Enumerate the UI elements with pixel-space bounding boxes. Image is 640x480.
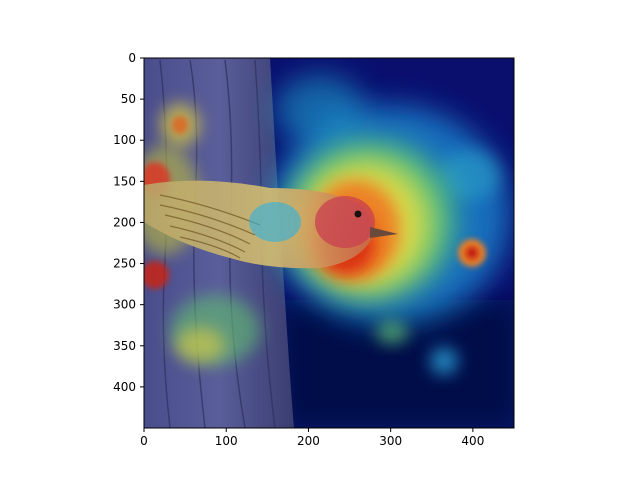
wing-feathers bbox=[159, 194, 261, 259]
y-axis-ticks: 0 50 100 150 200 250 300 350 400 bbox=[113, 51, 144, 394]
x-axis-ticks: 0 100 200 300 400 bbox=[140, 428, 484, 448]
image-panel bbox=[144, 58, 514, 428]
x-tick-label: 400 bbox=[461, 434, 484, 448]
y-tick-label: 400 bbox=[113, 380, 136, 394]
axes-frame bbox=[143, 57, 515, 429]
y-tick-label: 350 bbox=[113, 339, 136, 353]
y-tick-label: 250 bbox=[113, 257, 136, 271]
bird-head bbox=[315, 196, 375, 248]
y-tick-label: 200 bbox=[113, 215, 136, 229]
bird-wing-highlight bbox=[249, 202, 301, 242]
y-tick-label: 50 bbox=[121, 92, 136, 106]
x-tick-label: 200 bbox=[297, 434, 320, 448]
y-tick-label: 150 bbox=[113, 174, 136, 188]
bird bbox=[144, 180, 398, 269]
x-tick-label: 300 bbox=[379, 434, 402, 448]
x-tick-label: 100 bbox=[215, 434, 238, 448]
y-tick-label: 300 bbox=[113, 298, 136, 312]
y-tick-label: 0 bbox=[128, 51, 136, 65]
x-tick-label: 0 bbox=[140, 434, 148, 448]
bird-beak bbox=[370, 227, 398, 238]
bird-eye bbox=[354, 210, 362, 218]
y-tick-label: 100 bbox=[113, 133, 136, 147]
